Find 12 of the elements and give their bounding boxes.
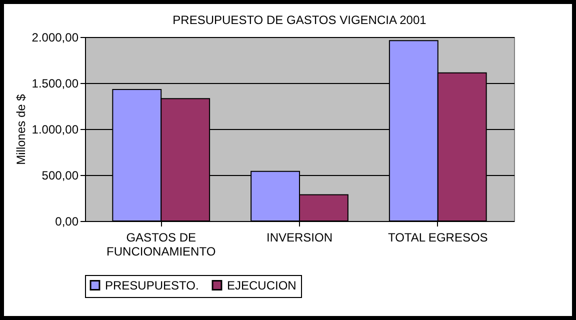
x-tick-label: INVERSION: [266, 230, 333, 244]
legend-label: EJECUCION: [227, 278, 296, 292]
y-tick-label: 0,00: [55, 214, 79, 228]
y-tick-label: 1.000,00: [32, 122, 79, 136]
x-tick-label: GASTOS DE FUNCIONAMIENTO: [106, 230, 216, 258]
x-tick-label: TOTAL EGRESOS: [388, 230, 488, 244]
y-tick-label: 1.500,00: [32, 76, 79, 90]
chart-title: PRESUPUESTO DE GASTOS VIGENCIA 2001: [172, 13, 427, 27]
y-axis-title: Millones de $: [14, 94, 28, 165]
y-tick-label: 2.000,00: [32, 30, 79, 44]
y-tick-label: 500,00: [42, 168, 79, 182]
legend-label: PRESUPUESTO.: [105, 278, 199, 292]
